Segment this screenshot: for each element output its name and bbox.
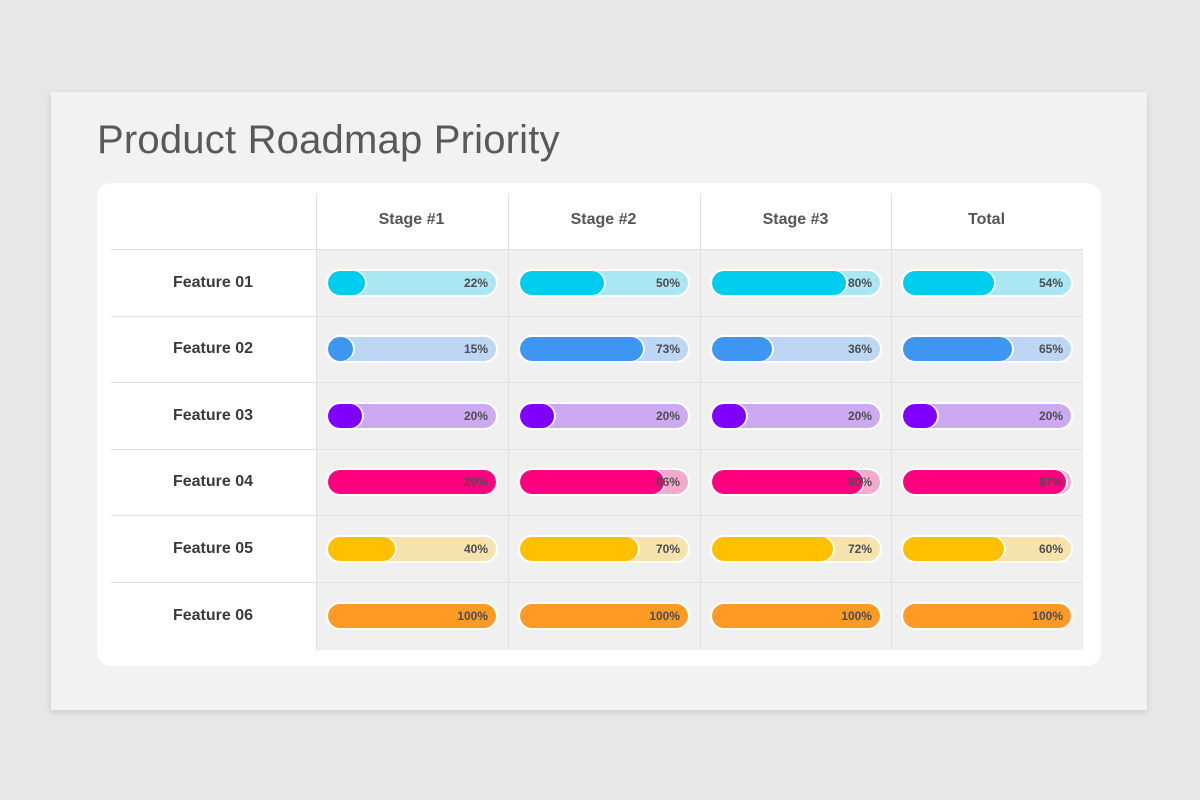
progress-bar-fill [903,604,1071,628]
progress-bar-value: 100% [649,609,680,623]
column-header: Stage #3 [762,211,829,228]
progress-bar-value: 40% [463,541,488,556]
row-divider [111,316,1083,317]
progress-bar-value: 50% [655,275,680,290]
column-header: Stage #2 [570,211,637,228]
progress-bar-fill [712,337,772,361]
row-divider [111,515,1083,516]
progress-bar-value: 60% [1038,541,1063,556]
row-label-feature: Feature 03 [172,406,254,424]
row-label-feature: Feature 06 [172,607,254,624]
column-header: Stage #1 [378,211,445,228]
progress-bar-value: 36% [847,342,872,356]
progress-bar-fill [712,536,833,561]
progress-bar-value: 70% [655,541,680,556]
row-label-feature: Feature 04 [172,473,254,490]
progress-bar: 15% [326,335,498,363]
progress-bar: 54% [901,268,1073,297]
slide: Product Roadmap Priority Stage #1 Stage #… [51,92,1147,710]
row-label-feature: Feature 01 [172,273,254,291]
progress-bar: 100% [326,602,498,630]
progress-bar-value: 20% [1038,408,1063,423]
progress-bar: 50% [518,268,690,297]
progress-bar-fill [520,403,554,428]
progress-bar-value: 90% [847,475,872,489]
column-divider [316,193,317,650]
progress-bar-value: 73% [655,342,680,356]
progress-bar-fill [328,403,362,428]
progress-bar: 20% [710,401,882,430]
progress-bar: 70% [518,534,690,563]
progress-bar-value: 80% [847,275,872,290]
progress-bar: 97% [901,468,1073,496]
row-label-feature: Feature 05 [172,539,254,557]
column-divider [508,193,509,650]
column-divider [700,193,701,650]
progress-bar-value: 86% [655,475,680,489]
column-header: Total [967,211,1006,228]
row-divider [111,582,1083,583]
progress-bar-fill [712,470,863,494]
progress-bar-value: 20% [463,475,488,489]
page-title: Product Roadmap Priority [97,118,560,162]
progress-bar-fill [328,536,395,561]
progress-bar-fill [903,470,1066,494]
progress-bar-fill [520,536,638,561]
progress-bar-value: 97% [1038,475,1063,489]
progress-bar-value: 100% [1032,609,1063,623]
progress-bar-fill [903,403,937,428]
progress-bar-fill [712,270,846,295]
progress-bar-fill [520,337,643,361]
progress-bar: 22% [326,268,498,297]
progress-bar: 90% [710,468,882,496]
progress-bar: 100% [901,602,1073,630]
progress-bar-fill [328,270,365,295]
progress-bar-fill [903,337,1012,361]
row-label-feature: Feature 02 [172,340,254,357]
progress-bar: 60% [901,534,1073,563]
progress-bar: 65% [901,335,1073,363]
progress-bar: 100% [710,602,882,630]
progress-bar-value: 65% [1038,342,1063,356]
progress-bar: 20% [901,401,1073,430]
row-divider [111,249,1083,250]
progress-bar: 40% [326,534,498,563]
row-divider [111,382,1083,383]
progress-bar-fill [520,604,688,628]
progress-bar: 73% [518,335,690,363]
progress-bar: 20% [518,401,690,430]
progress-bar: 36% [710,335,882,363]
progress-bar: 20% [326,401,498,430]
progress-bar-fill [520,270,604,295]
progress-bar-value: 20% [655,408,680,423]
progress-bar-fill [520,470,664,494]
progress-bar-value: 15% [463,342,488,356]
progress-bar-fill [328,470,496,494]
progress-bar-value: 20% [463,408,488,423]
progress-bar-fill [903,536,1004,561]
progress-bar-fill [328,337,353,361]
column-divider [891,193,892,650]
progress-bar: 72% [710,534,882,563]
progress-bar-value: 54% [1038,275,1063,290]
progress-bar-fill [328,604,496,628]
progress-bar-value: 100% [457,609,488,623]
progress-bar-value: 20% [847,408,872,423]
row-divider [111,449,1083,450]
progress-bar-fill [712,604,880,628]
progress-bar-value: 72% [847,541,872,556]
progress-bar: 80% [710,268,882,297]
progress-bar-value: 22% [463,275,488,290]
progress-bar: 20% [326,468,498,496]
progress-bar-fill [712,403,746,428]
progress-bar-fill [903,270,994,295]
progress-bar-value: 100% [841,609,872,623]
progress-bar: 86% [518,468,690,496]
progress-bar: 100% [518,602,690,630]
roadmap-table: Stage #1 Stage #2 Stage #3 Total Feature 01 2… [97,183,1101,666]
